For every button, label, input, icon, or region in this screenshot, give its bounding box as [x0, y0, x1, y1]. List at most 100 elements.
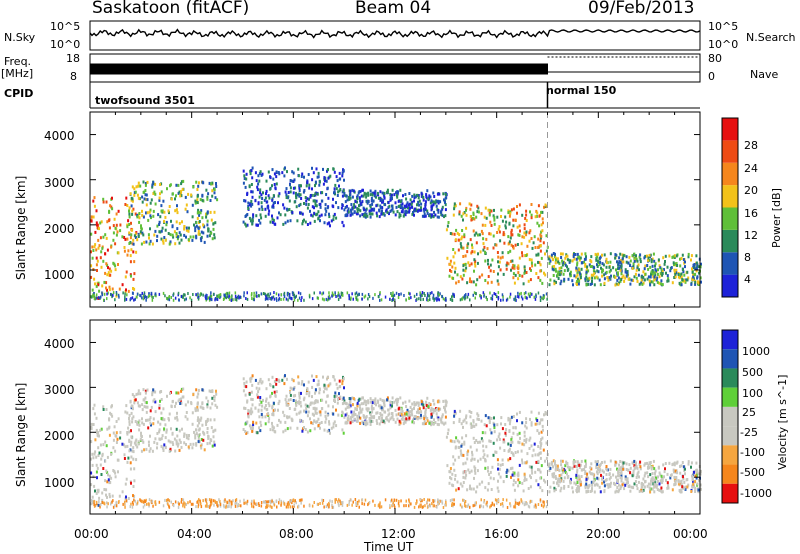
power-echo	[662, 256, 665, 260]
velocity-echo	[499, 475, 502, 479]
power-echo	[369, 205, 372, 209]
velocity-echo	[158, 430, 161, 434]
velocity-echo	[523, 476, 526, 480]
power-echo	[622, 254, 625, 258]
power-echo	[179, 233, 182, 237]
velocity-echo	[115, 420, 118, 423]
velocity-echo	[318, 388, 321, 392]
power-echo	[244, 199, 247, 203]
power-echo	[679, 257, 681, 261]
velocity-echo	[416, 410, 418, 414]
power-echo	[386, 210, 389, 214]
power-echo	[373, 207, 376, 211]
velocity-echo	[505, 428, 508, 432]
power-echo	[323, 176, 326, 180]
power-echo	[539, 236, 542, 240]
power-echo	[297, 174, 300, 178]
power-echo	[337, 298, 340, 301]
power-echo	[108, 209, 111, 213]
power-echo	[150, 293, 153, 297]
velocity-echo	[561, 466, 564, 470]
power-echo	[228, 291, 231, 295]
power-echo	[311, 214, 314, 218]
velocity-echo	[422, 403, 425, 407]
velocity-echo	[350, 416, 352, 420]
velocity-echo	[196, 405, 199, 409]
power-echo	[309, 209, 311, 213]
velocity-echo	[103, 501, 105, 505]
velocity-echo	[368, 417, 371, 420]
power-echo	[160, 229, 163, 233]
velocity-echo	[107, 426, 110, 430]
power-echo	[314, 204, 317, 208]
velocity-echo	[603, 484, 606, 488]
velocity-echo	[148, 443, 150, 447]
velocity-echo	[410, 410, 413, 414]
power-echo	[166, 296, 168, 300]
power-echo	[342, 293, 344, 297]
velocity-echo	[451, 439, 454, 443]
velocity-echo	[500, 502, 502, 506]
power-echo	[242, 220, 245, 224]
velocity-echo	[569, 466, 572, 470]
velocity-echo	[317, 417, 320, 421]
power-echo	[309, 195, 312, 199]
velocity-echo	[464, 500, 467, 503]
velocity-echo	[156, 442, 159, 446]
velocity-echo	[456, 439, 459, 443]
power-echo	[497, 272, 499, 276]
velocity-echo	[512, 471, 515, 475]
velocity-echo	[671, 488, 674, 492]
power-echo	[129, 298, 131, 302]
velocity-echo	[608, 473, 611, 476]
velocity-echo	[651, 477, 654, 481]
power-echo	[550, 255, 553, 259]
velocity-echo	[617, 474, 619, 478]
power-echo	[288, 199, 291, 203]
velocity-echo	[425, 404, 428, 408]
power-echo	[371, 212, 374, 216]
power-echo	[598, 278, 601, 282]
velocity-echo	[444, 410, 447, 414]
power-echo	[453, 293, 455, 297]
power-echo	[514, 298, 516, 302]
velocity-echo	[335, 382, 338, 386]
velocity-echo	[509, 457, 512, 461]
power-echo	[272, 194, 275, 198]
power-echo	[190, 298, 193, 302]
velocity-echo	[535, 505, 537, 509]
velocity-echo	[171, 399, 174, 403]
velocity-echo	[389, 505, 391, 509]
power-echo	[393, 293, 396, 297]
power-echo	[471, 250, 474, 254]
velocity-echo	[430, 415, 433, 419]
power-echo	[525, 209, 528, 213]
velocity-echo	[461, 436, 464, 440]
power-echo	[537, 276, 540, 280]
power-echo	[609, 252, 612, 256]
power-echo	[606, 276, 609, 279]
power-echo	[507, 235, 510, 239]
velocity-echo	[216, 405, 219, 409]
velocity-echo	[291, 418, 294, 422]
velocity-echo	[315, 420, 318, 424]
power-echo	[537, 260, 539, 264]
velocity-echo	[119, 430, 122, 434]
power-echo	[681, 278, 684, 282]
power-echo	[457, 238, 460, 242]
velocity-echo	[100, 473, 103, 476]
velocity-echo	[128, 449, 131, 453]
power-echo	[239, 295, 241, 299]
power-echo	[111, 207, 114, 211]
power-echo	[102, 197, 105, 201]
velocity-echo	[672, 468, 675, 472]
velocity-echo	[126, 460, 129, 464]
power-echo	[328, 297, 330, 301]
velocity-echo	[694, 474, 697, 478]
power-echo	[268, 294, 270, 298]
power-echo	[299, 292, 302, 296]
velocity-echo	[161, 434, 164, 438]
power-echo	[292, 171, 295, 175]
velocity-echo	[108, 433, 111, 437]
velocity-echo	[121, 442, 124, 446]
